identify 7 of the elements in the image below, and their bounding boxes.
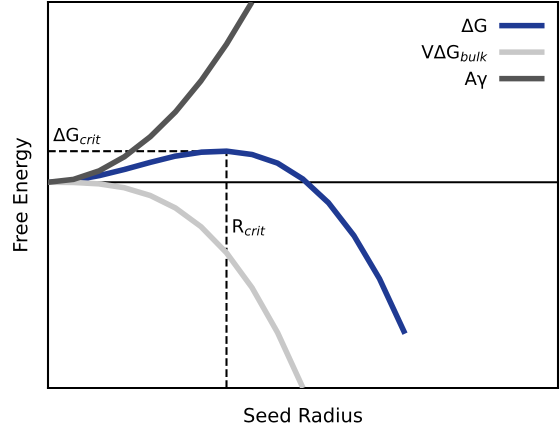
legend-label: ΔG <box>461 18 486 32</box>
annotation: ΔG$_{crit}$ <box>53 128 101 144</box>
legend-label: Aγ <box>464 72 488 89</box>
x-axis-title: Seed Radius <box>244 407 362 422</box>
annotation: R$_{crit}$ <box>233 219 266 236</box>
y-axis-title: Free Energy <box>13 138 32 251</box>
legend-label: VΔG$_{bulk}$ <box>421 44 488 62</box>
